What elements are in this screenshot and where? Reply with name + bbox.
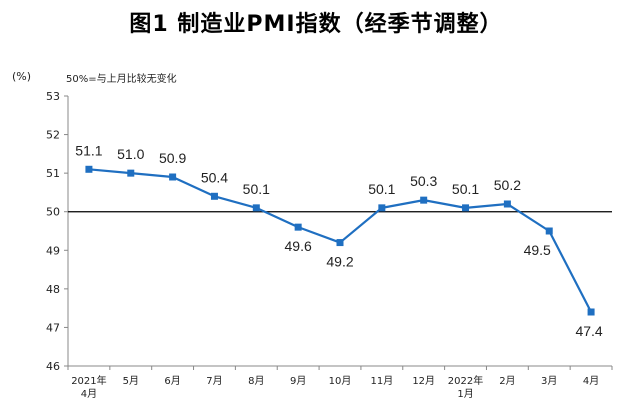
data-point-marker	[378, 204, 386, 212]
data-label: 49.2	[326, 254, 353, 270]
x-tick-label: 10月	[329, 375, 352, 387]
x-tick-label: 5月	[123, 375, 139, 387]
data-label: 50.1	[243, 181, 270, 197]
x-tick-label: 9月	[290, 375, 306, 387]
data-label: 50.2	[494, 177, 521, 193]
x-tick-label: 6月	[164, 375, 180, 387]
y-tick-label: 51	[46, 167, 60, 180]
data-label: 51.0	[117, 146, 144, 162]
x-tick-label: 2月	[499, 375, 515, 387]
chart-title: 图1 制造业PMI指数（经季节调整）	[129, 12, 503, 37]
x-tick-label: 2021年	[71, 374, 106, 387]
data-point-marker	[252, 204, 260, 212]
data-point-marker	[587, 308, 595, 316]
y-tick-label: 53	[46, 90, 60, 103]
x-tick-label: 3月	[541, 375, 557, 387]
data-point-marker	[462, 204, 470, 212]
x-tick-label: 12月	[412, 375, 435, 387]
data-point-marker	[503, 200, 511, 208]
data-label: 47.4	[575, 323, 602, 339]
data-label: 50.4	[201, 169, 228, 185]
y-tick-label: 48	[46, 283, 60, 296]
data-point-marker	[85, 165, 93, 173]
data-label: 49.6	[285, 238, 312, 254]
data-point-marker	[545, 227, 553, 235]
data-point-marker	[210, 192, 218, 200]
data-label: 50.1	[368, 181, 395, 197]
y-tick-label: 47	[46, 321, 60, 334]
data-point-marker	[420, 196, 428, 204]
data-label: 50.9	[159, 150, 186, 166]
data-point-marker	[127, 169, 135, 177]
x-tick-label: 4月	[81, 388, 97, 400]
data-point-marker	[169, 173, 177, 181]
x-tick-label: 7月	[206, 375, 222, 387]
data-label: 49.5	[524, 242, 551, 258]
data-label: 50.3	[410, 173, 437, 189]
y-tick-label: 49	[46, 244, 60, 257]
data-point-marker	[336, 239, 344, 247]
x-tick-label: 11月	[370, 375, 393, 387]
x-tick-label: 1月	[457, 388, 473, 400]
y-tick-label: 46	[46, 360, 60, 373]
x-tick-label: 2022年	[448, 374, 483, 387]
y-tick-label: 50	[46, 206, 60, 219]
data-label: 51.1	[75, 142, 102, 158]
chart-annotation: 50%=与上月比较无变化	[66, 74, 177, 85]
x-tick-label: 8月	[248, 375, 264, 387]
data-label: 50.1	[452, 181, 479, 197]
y-tick-label: 52	[46, 129, 60, 142]
y-unit-label: (%)	[12, 70, 32, 83]
x-tick-label: 4月	[583, 375, 599, 387]
data-point-marker	[294, 223, 302, 231]
